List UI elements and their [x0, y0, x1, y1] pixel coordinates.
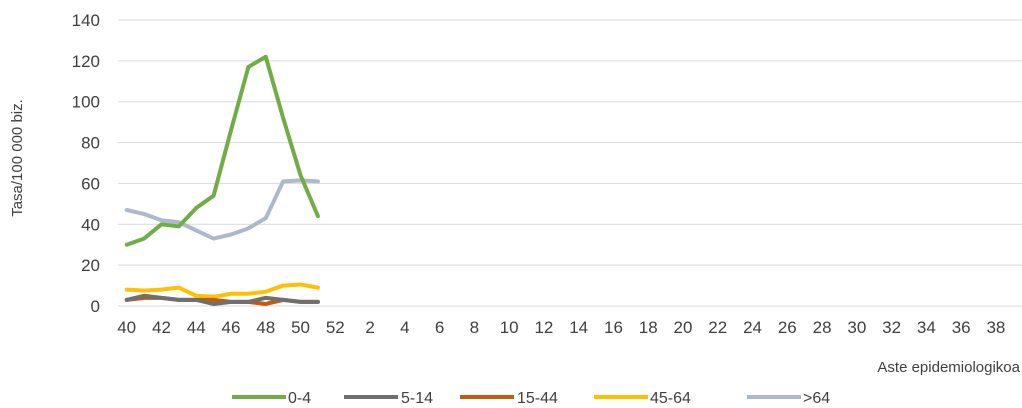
x-tick-label: 4: [400, 318, 409, 337]
x-tick-label: 26: [778, 318, 797, 337]
x-tick-label: 48: [256, 318, 275, 337]
series-line-1: [124, 293, 320, 306]
legend-label-1: 5-14: [401, 390, 433, 407]
x-tick-label: 24: [743, 318, 762, 337]
series-line-4: [124, 178, 320, 241]
y-tick-label: 20: [81, 256, 100, 275]
y-axis-title: Tasa/100 000 biz.: [9, 99, 26, 217]
y-tick-label: 120: [72, 52, 100, 71]
x-tick-label: 40: [117, 318, 136, 337]
x-tick-label: 6: [435, 318, 444, 337]
series-lines: [124, 54, 320, 306]
y-tick-label: 80: [81, 134, 100, 153]
legend: 0-4 5-14 15-44 45-64 >64: [232, 390, 830, 407]
legend-label-4: >64: [803, 390, 830, 407]
x-tick-label: 32: [882, 318, 901, 337]
y-tick-label: 60: [81, 174, 100, 193]
legend-label-3: 45-64: [650, 390, 691, 407]
series-line-3: [124, 282, 320, 299]
x-tick-label: 8: [470, 318, 479, 337]
x-tick-label: 14: [569, 318, 588, 337]
x-tick-label: 50: [291, 318, 310, 337]
series-line-0: [124, 54, 320, 247]
x-tick-label: 10: [500, 318, 519, 337]
x-tick-label: 28: [813, 318, 832, 337]
x-tick-label: 22: [708, 318, 727, 337]
x-tick-label: 46: [222, 318, 241, 337]
x-axis-ticks: 40 42 44 46 48 50 52 2 4 6 8 10 12 14 16 18 20 22 24 26 28 30…: [117, 318, 1005, 337]
y-tick-label: 100: [72, 93, 100, 112]
y-tick-label: 40: [81, 215, 100, 234]
x-tick-label: 12: [534, 318, 553, 337]
x-tick-label: 16: [604, 318, 623, 337]
legend-label-2: 15-44: [517, 390, 558, 407]
x-tick-label: 38: [986, 318, 1005, 337]
x-tick-label: 30: [847, 318, 866, 337]
x-tick-label: 34: [917, 318, 936, 337]
y-tick-label: 140: [72, 11, 100, 30]
y-tick-label: 0: [91, 297, 100, 316]
x-tick-label: 42: [152, 318, 171, 337]
legend-label-0: 0-4: [288, 390, 311, 407]
x-tick-label: 2: [365, 318, 374, 337]
x-tick-label: 52: [326, 318, 345, 337]
x-tick-label: 18: [639, 318, 658, 337]
x-tick-label: 44: [187, 318, 206, 337]
x-tick-label: 36: [952, 318, 971, 337]
y-axis-ticks: 0 20 40 60 80 100 120 140: [72, 11, 100, 316]
x-axis-title: Aste epidemiologikoa: [877, 359, 1020, 376]
x-tick-label: 20: [674, 318, 693, 337]
